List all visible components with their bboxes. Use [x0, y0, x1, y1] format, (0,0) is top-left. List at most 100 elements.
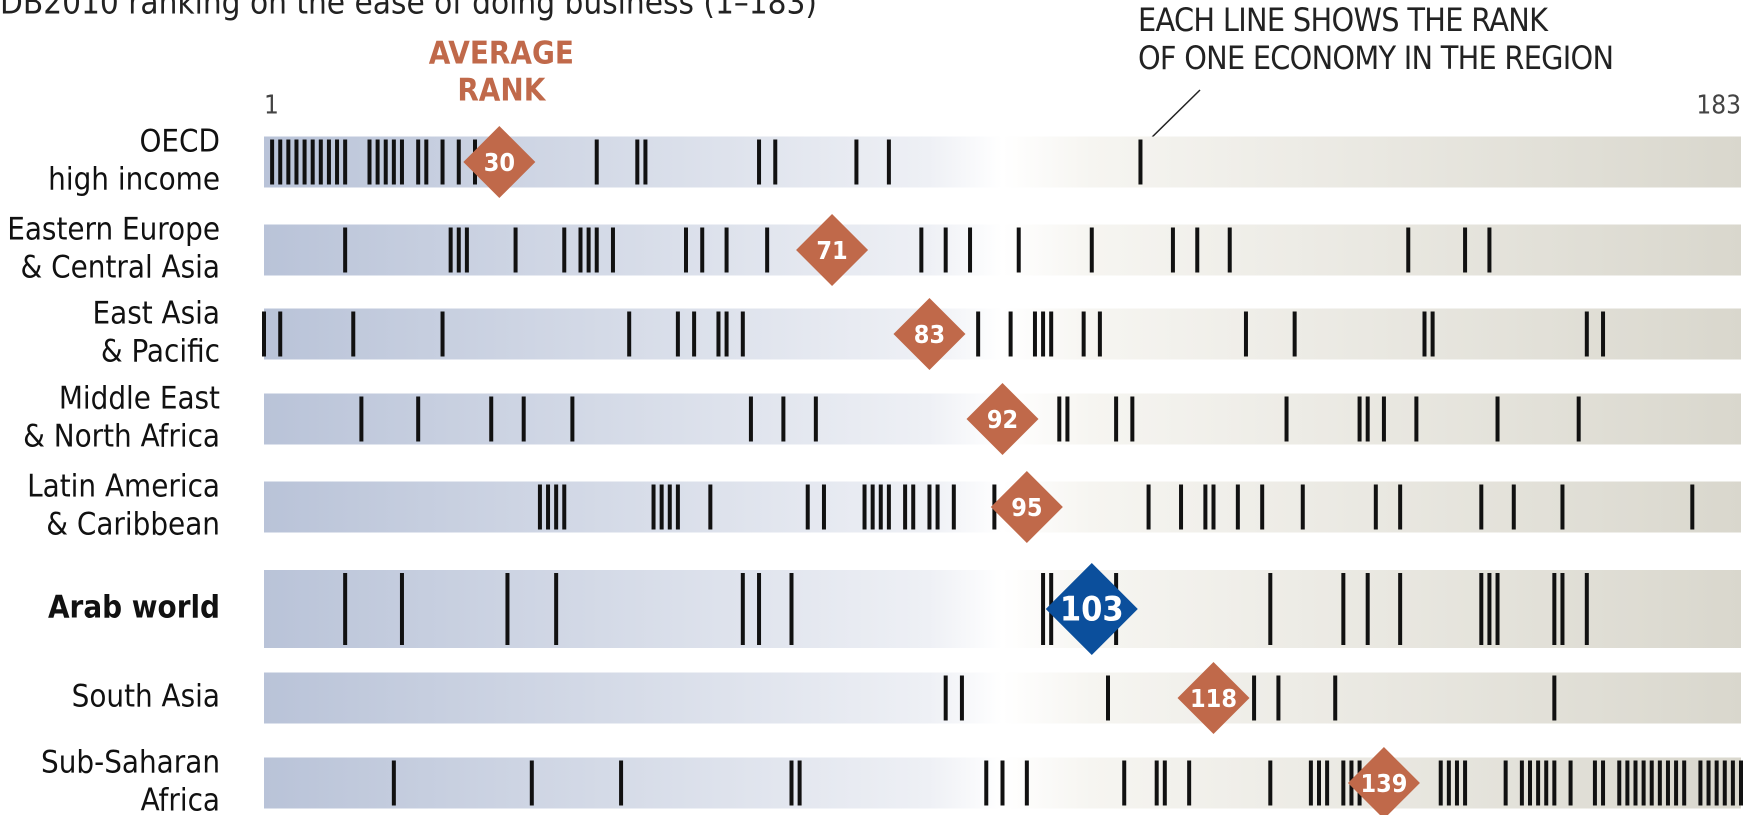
economy-mark	[1690, 484, 1695, 530]
economy-mark	[1097, 311, 1102, 357]
economy-mark	[870, 484, 875, 530]
row-band	[264, 224, 1741, 276]
economy-mark	[375, 139, 380, 185]
economy-mark	[1552, 573, 1557, 645]
row-label: Middle East	[59, 381, 220, 417]
economy-mark	[781, 396, 786, 442]
economy-mark	[489, 396, 494, 442]
economy-mark	[1398, 573, 1403, 645]
economy-mark	[1154, 760, 1159, 806]
economy-mark	[505, 573, 510, 645]
economy-mark	[797, 760, 802, 806]
economy-mark	[278, 311, 283, 357]
average-value: 118	[1190, 684, 1237, 713]
average-value: 71	[816, 236, 847, 265]
average-label: RANK	[457, 73, 546, 109]
economy-mark	[586, 227, 591, 273]
economy-mark	[562, 484, 567, 530]
economy-mark	[692, 311, 697, 357]
economy-mark	[1657, 760, 1662, 806]
economy-mark	[1162, 760, 1167, 806]
economy-mark	[1308, 760, 1313, 806]
economy-mark	[643, 139, 648, 185]
economy-mark	[521, 396, 526, 442]
economy-mark	[554, 484, 559, 530]
economy-mark	[326, 139, 331, 185]
average-value: 103	[1060, 590, 1124, 630]
economy-mark	[1049, 311, 1054, 357]
economy-mark	[416, 396, 421, 442]
economy-mark	[1227, 227, 1232, 273]
economy-mark	[456, 227, 461, 273]
average-marker	[463, 126, 536, 198]
row-band	[264, 308, 1741, 360]
economy-mark	[805, 484, 810, 530]
economy-mark	[302, 139, 307, 185]
economy-mark	[1292, 311, 1297, 357]
economy-mark	[1268, 573, 1273, 645]
economy-mark	[1114, 396, 1119, 442]
economy-mark	[1203, 484, 1208, 530]
economy-mark	[1552, 760, 1557, 806]
economy-mark	[675, 311, 680, 357]
economy-mark	[765, 227, 770, 273]
economy-mark	[927, 484, 932, 530]
economy-mark	[700, 227, 705, 273]
row-label: & Pacific	[101, 334, 220, 370]
economy-mark	[1057, 396, 1062, 442]
economy-mark	[1422, 311, 1427, 357]
average-value: 92	[987, 405, 1018, 434]
economy-mark	[1519, 760, 1524, 806]
economy-mark	[440, 139, 445, 185]
economy-mark	[546, 484, 551, 530]
economy-mark	[659, 484, 664, 530]
economy-mark	[1089, 227, 1094, 273]
economy-mark	[1333, 675, 1338, 721]
economy-mark	[627, 311, 632, 357]
economy-mark	[1730, 760, 1735, 806]
economy-mark	[1000, 760, 1005, 806]
economy-mark	[1487, 227, 1492, 273]
economy-mark	[537, 484, 542, 530]
row-band	[264, 672, 1741, 724]
economy-mark	[359, 396, 364, 442]
economy-mark	[821, 484, 826, 530]
average-value: 95	[1011, 493, 1042, 522]
economy-mark	[367, 139, 372, 185]
economy-mark	[594, 227, 599, 273]
economy-mark	[1041, 573, 1046, 645]
economy-mark	[310, 139, 315, 185]
average-value: 30	[484, 148, 515, 177]
economy-mark	[1674, 760, 1679, 806]
economy-mark	[1617, 760, 1622, 806]
economy-mark	[416, 139, 421, 185]
average-marker	[966, 383, 1039, 455]
economy-mark	[1276, 675, 1281, 721]
economy-mark	[951, 484, 956, 530]
economy-mark	[1008, 311, 1013, 357]
economy-mark	[1495, 396, 1500, 442]
average-marker	[893, 298, 966, 370]
economy-mark	[1430, 311, 1435, 357]
economy-mark	[424, 139, 429, 185]
economy-mark	[619, 760, 624, 806]
average-value: 139	[1360, 769, 1407, 798]
row-label: OECD	[139, 124, 220, 160]
economy-mark	[262, 311, 266, 357]
row-label: & Central Asia	[21, 250, 220, 286]
economy-mark	[1365, 396, 1370, 442]
economy-mark	[1268, 760, 1273, 806]
economy-mark	[286, 139, 291, 185]
economy-mark	[716, 311, 721, 357]
economy-mark	[529, 760, 534, 806]
economy-mark	[570, 396, 575, 442]
economy-mark	[935, 484, 940, 530]
economy-mark	[813, 396, 818, 442]
economy-mark	[1260, 484, 1265, 530]
economy-mark	[1357, 396, 1362, 442]
economy-mark	[886, 139, 891, 185]
economy-mark	[1560, 484, 1565, 530]
row-label: South Asia	[72, 679, 220, 715]
economy-mark	[1479, 573, 1484, 645]
